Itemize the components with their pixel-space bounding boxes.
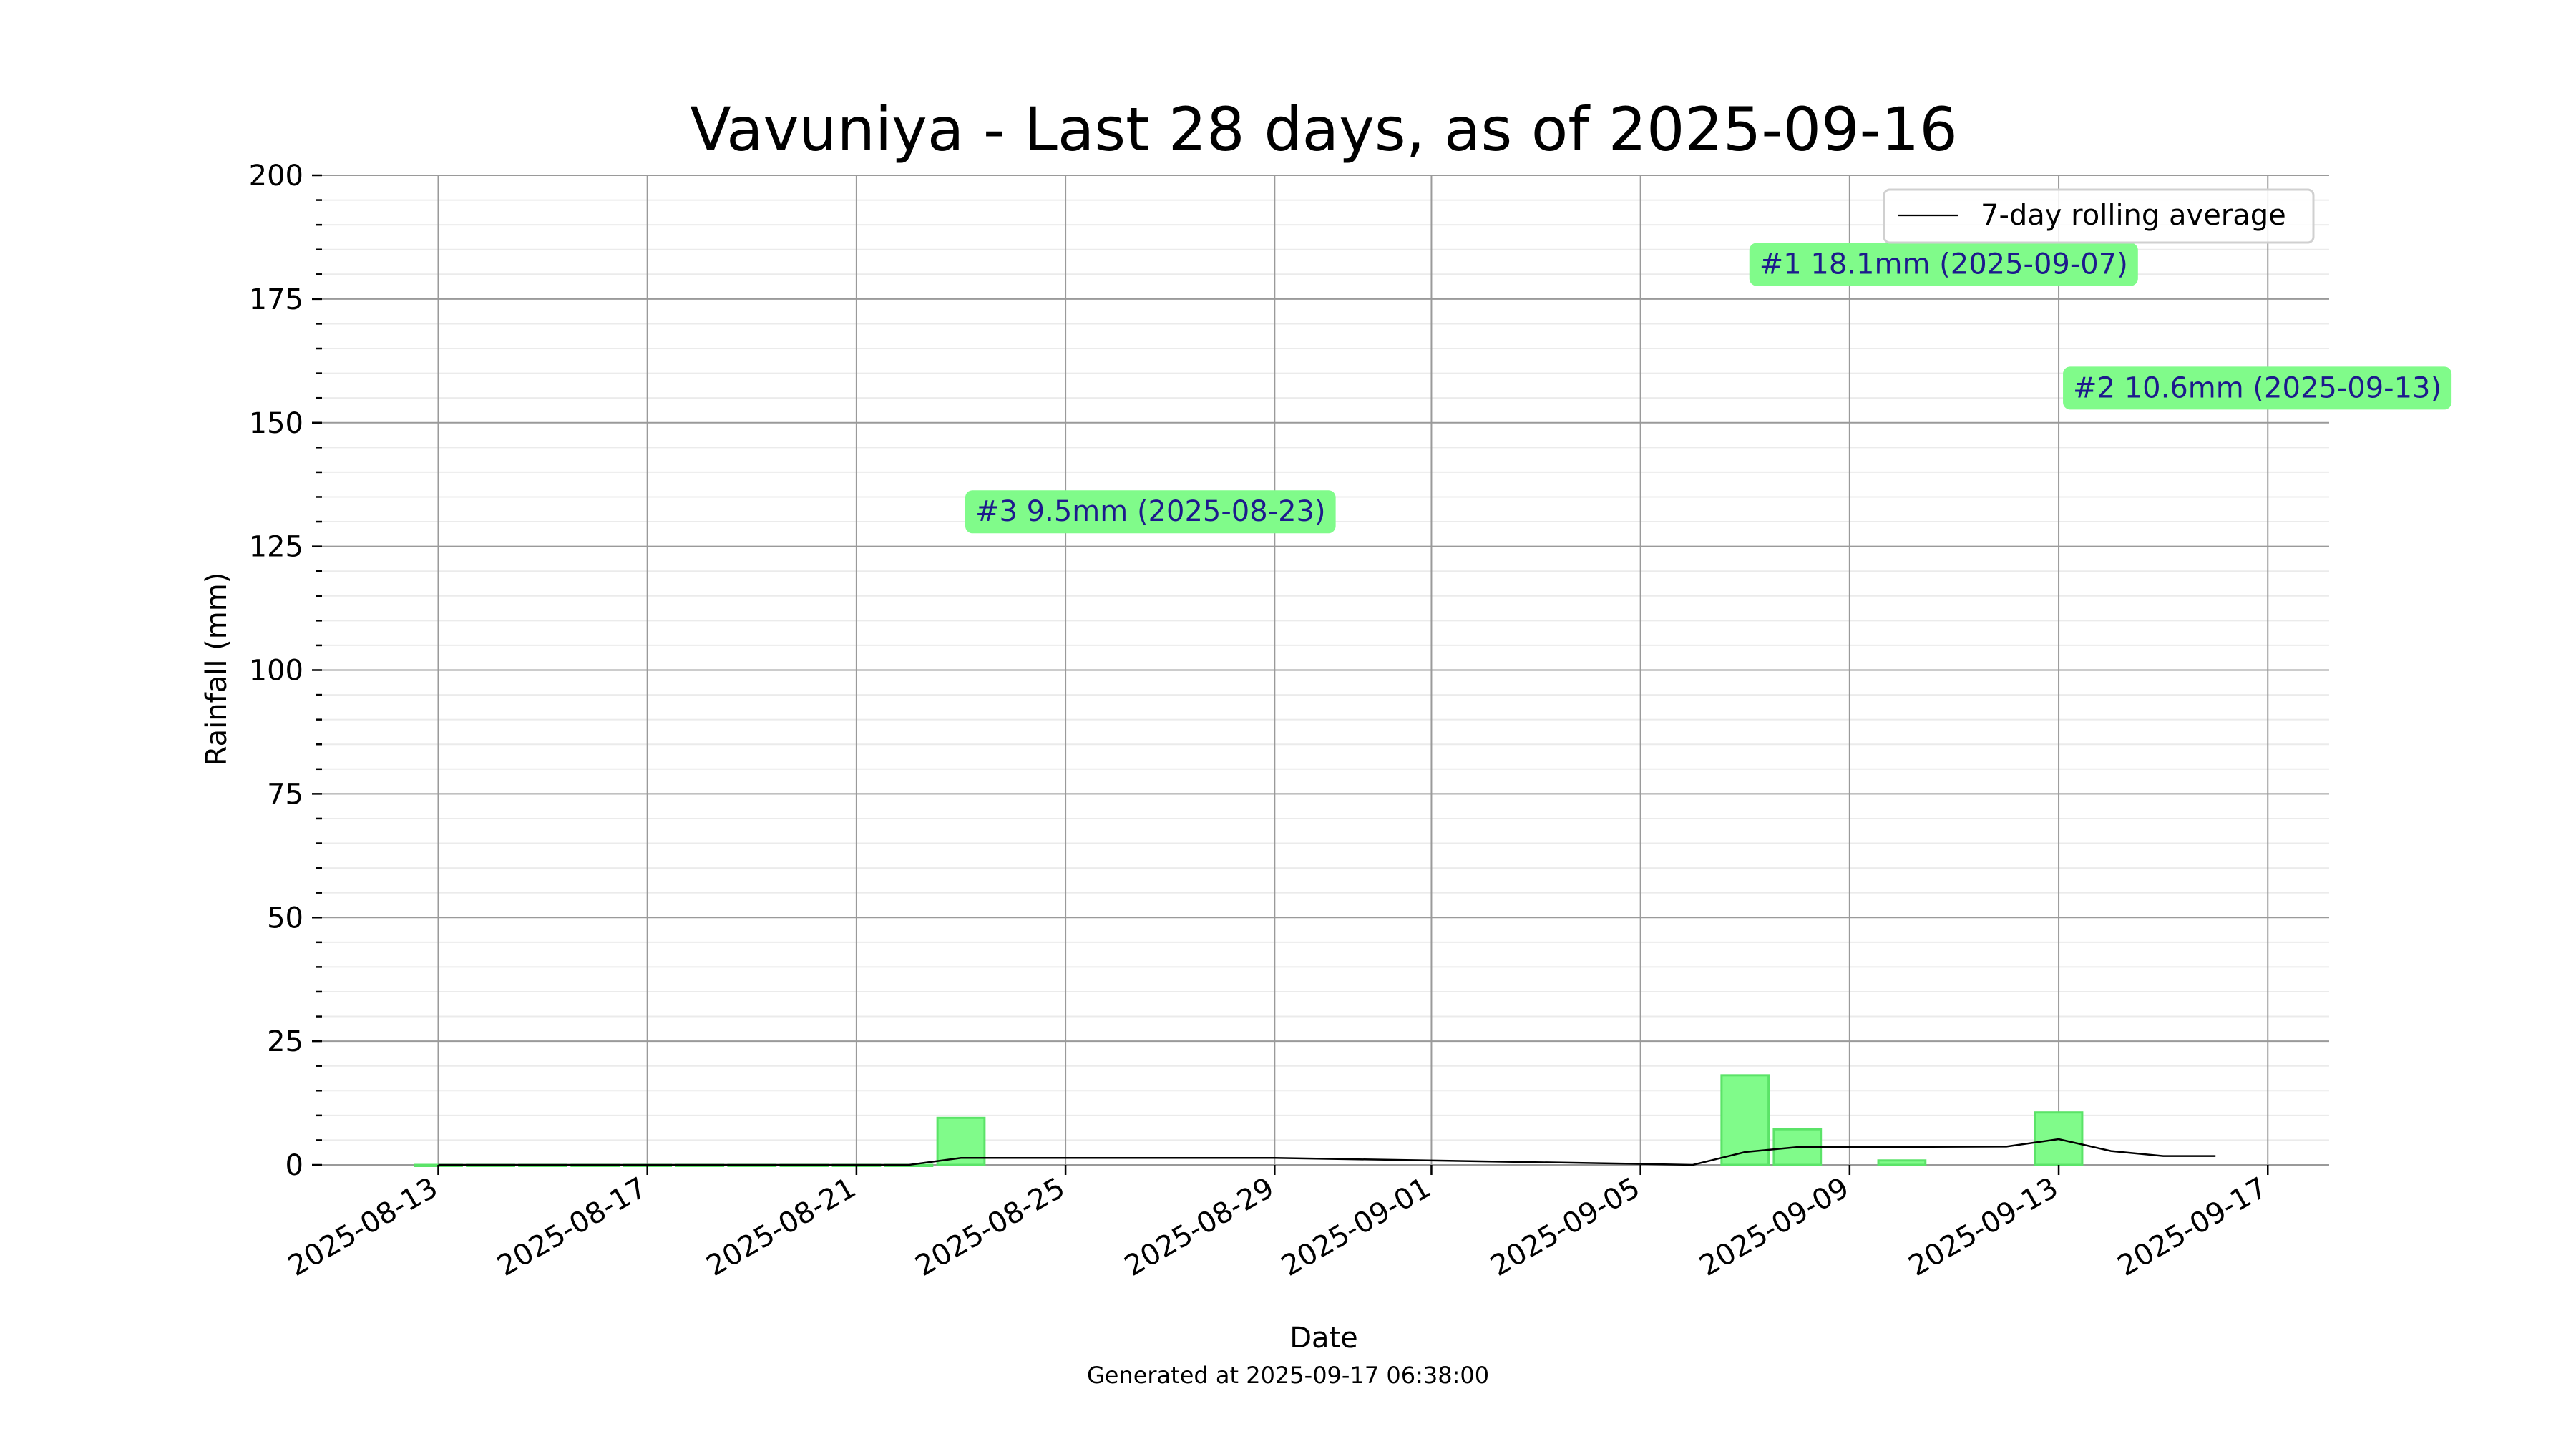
- major-gridlines: [322, 175, 2329, 1166]
- x-tick-label: 2025-09-01: [1276, 1171, 1436, 1283]
- y-tick-label: 100: [249, 655, 303, 688]
- x-tick-label: 2025-08-29: [1119, 1171, 1279, 1283]
- annotation-text: #2 10.6mm (2025-09-13): [2073, 371, 2441, 404]
- y-tick-label: 150: [249, 407, 303, 440]
- annotation-text: #3 9.5mm (2025-08-23): [975, 495, 1326, 528]
- x-tick-label: 2025-08-21: [701, 1171, 862, 1283]
- annotation-1: #1 18.1mm (2025-09-07): [1749, 243, 2138, 286]
- y-axis-label: Rainfall (mm): [200, 572, 233, 766]
- y-tick-label: 175: [249, 283, 303, 316]
- y-tick-label: 0: [286, 1149, 303, 1182]
- y-tick-label: 75: [267, 778, 303, 811]
- legend-box: [1883, 188, 2315, 244]
- rainfall-bar: [1877, 1159, 1927, 1166]
- x-tick-label: 2025-09-09: [1694, 1171, 1855, 1283]
- annotation-box: [1749, 243, 2138, 286]
- y-tick-label: 200: [249, 160, 303, 192]
- rainfall-bars: [414, 1074, 2084, 1167]
- x-tick-label: 2025-08-13: [283, 1171, 443, 1283]
- x-tick-label: 2025-08-17: [492, 1171, 652, 1283]
- annotation-box: [965, 490, 1336, 534]
- x-tick-label: 2025-08-25: [910, 1171, 1070, 1283]
- annotation-2: #2 10.6mm (2025-09-13): [2063, 366, 2452, 410]
- x-axis-label: Date: [1289, 1322, 1358, 1355]
- annotation-3: #3 9.5mm (2025-08-23): [965, 490, 1336, 534]
- rolling-average-line: [438, 1138, 2216, 1166]
- annotations: #1 18.1mm (2025-09-07) #2 10.6mm (2025-09…: [965, 243, 2452, 534]
- legend: 7-day rolling average: [1883, 188, 2315, 244]
- y-tick-label: 25: [267, 1025, 303, 1058]
- y-tick-label: 50: [267, 902, 303, 935]
- x-tick-label: 2025-09-17: [2112, 1171, 2273, 1283]
- x-tick-label: 2025-09-13: [1903, 1171, 2064, 1283]
- footer-generated-at: Generated at 2025-09-17 06:38:00: [1087, 1362, 1489, 1389]
- annotation-box: [2063, 366, 2452, 410]
- x-tick-label: 2025-09-05: [1485, 1171, 1645, 1283]
- axes: 0 25 50 75 100 125 150 175 200 2025-08-13 2025-08-…: [249, 160, 2273, 1283]
- annotation-text: #1 18.1mm (2025-09-07): [1760, 248, 2128, 280]
- y-tick-label: 125: [249, 531, 303, 564]
- chart-title: Vavuniya - Last 28 days, as of 2025-09-1…: [690, 94, 1958, 165]
- legend-label: 7-day rolling average: [1981, 199, 2286, 232]
- rolling-average-polyline: [438, 1138, 2216, 1166]
